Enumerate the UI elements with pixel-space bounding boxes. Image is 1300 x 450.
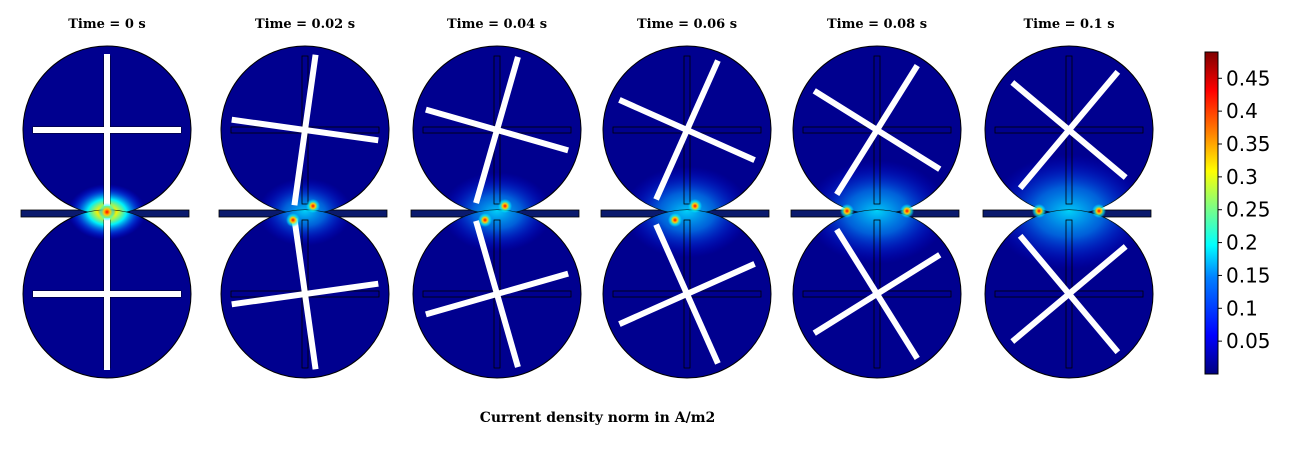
hot-spot <box>668 213 682 227</box>
field-glow <box>623 210 751 258</box>
electrode-bar <box>473 220 521 368</box>
hot-spot <box>1092 204 1106 218</box>
lower-disc <box>984 209 1154 379</box>
electrode-bar <box>291 218 319 370</box>
frame-title: Time = 0.06 s <box>637 17 737 32</box>
frame-2: Time = 0.04 s <box>410 17 582 379</box>
colorbar-tick-label: 0.3 <box>1226 165 1258 189</box>
frame-title: Time = 0.02 s <box>255 17 355 32</box>
electrode-cross <box>33 218 181 370</box>
colorbar-tick-label: 0.2 <box>1226 231 1258 255</box>
electrode-cross <box>425 56 569 204</box>
electrode-cross <box>1010 69 1128 191</box>
hot-spot <box>98 203 116 221</box>
field-glow <box>257 210 353 246</box>
colorbar-tick-label: 0.15 <box>1226 263 1271 287</box>
electrode-bar <box>291 54 319 206</box>
hot-spot <box>478 213 492 227</box>
field-glow <box>67 184 147 214</box>
colorbar-tick-label: 0.45 <box>1226 66 1271 90</box>
colorbar-tick-label: 0.35 <box>1226 132 1271 156</box>
frame-4: Time = 0.08 s <box>790 17 962 379</box>
hot-spot <box>840 204 854 218</box>
field-glow <box>623 166 751 214</box>
field-glow <box>257 178 353 214</box>
frame-title: Time = 0.1 s <box>1023 17 1114 32</box>
lower-disc <box>412 209 582 379</box>
frame-3: Time = 0.06 s <box>600 17 772 379</box>
upper-disc <box>792 45 962 215</box>
hot-spot <box>498 199 512 213</box>
electrode-bar <box>653 59 721 201</box>
electrode-bar <box>473 56 521 204</box>
electrode-bar <box>1017 233 1121 355</box>
electrode-bar <box>104 218 110 370</box>
field-glow <box>989 210 1149 270</box>
hot-spot <box>688 199 702 213</box>
field-glow <box>989 154 1149 214</box>
hot-spot <box>900 204 914 218</box>
lower-disc <box>792 209 962 379</box>
frame-title: Time = 0.04 s <box>447 17 547 32</box>
hot-spot <box>306 199 320 213</box>
frame-1: Time = 0.02 s <box>218 17 390 379</box>
electrode-bar <box>1017 69 1121 191</box>
colorbar-ticks: 0.45 0.4 0.35 0.3 0.25 0.2 0.15 0.1 0.05 <box>1218 66 1271 353</box>
upper-disc <box>984 45 1154 215</box>
frame-title: Time = 0.08 s <box>827 17 927 32</box>
electrode-cross <box>425 220 569 368</box>
hot-spot <box>286 213 300 227</box>
electrode-cross <box>231 54 379 206</box>
electrode-bar <box>104 54 110 206</box>
colorbar-gradient <box>1204 51 1219 375</box>
electrode-cross <box>812 227 942 361</box>
electrode-bar <box>834 227 920 361</box>
frame-5: Time = 0.1 s <box>982 17 1154 379</box>
electrode-bar <box>653 223 721 365</box>
colorbar: 0.45 0.4 0.35 0.3 0.25 0.2 0.15 0.1 0.05 <box>1204 51 1271 375</box>
upper-disc <box>602 45 772 215</box>
colorbar-tick-label: 0.25 <box>1226 198 1271 222</box>
lower-disc <box>220 209 390 379</box>
colorbar-tick-label: 0.1 <box>1226 296 1258 320</box>
electrode-cross <box>231 218 379 370</box>
electrode-cross <box>812 63 942 197</box>
field-glow <box>67 210 147 240</box>
frames-group: Time = 0 s Time = 0.02 s Time = 0.04 s Time… <box>20 17 1154 379</box>
electrode-cross <box>618 59 756 201</box>
colorbar-tick-label: 0.4 <box>1226 99 1258 123</box>
figure-caption: Current density norm in A/m2 <box>479 410 716 426</box>
upper-disc <box>412 45 582 215</box>
electrode-cross <box>33 54 181 206</box>
hot-spot <box>1032 204 1046 218</box>
electrode-cross <box>1010 233 1128 355</box>
electrode-bar <box>834 63 920 197</box>
electrode-cross <box>618 223 756 365</box>
frame-0: Time = 0 s <box>20 17 192 379</box>
field-glow <box>441 210 553 252</box>
field-glow <box>441 172 553 214</box>
upper-disc <box>220 45 390 215</box>
colorbar-tick-label: 0.05 <box>1226 329 1271 353</box>
frame-title: Time = 0 s <box>68 17 145 32</box>
lower-disc <box>602 209 772 379</box>
